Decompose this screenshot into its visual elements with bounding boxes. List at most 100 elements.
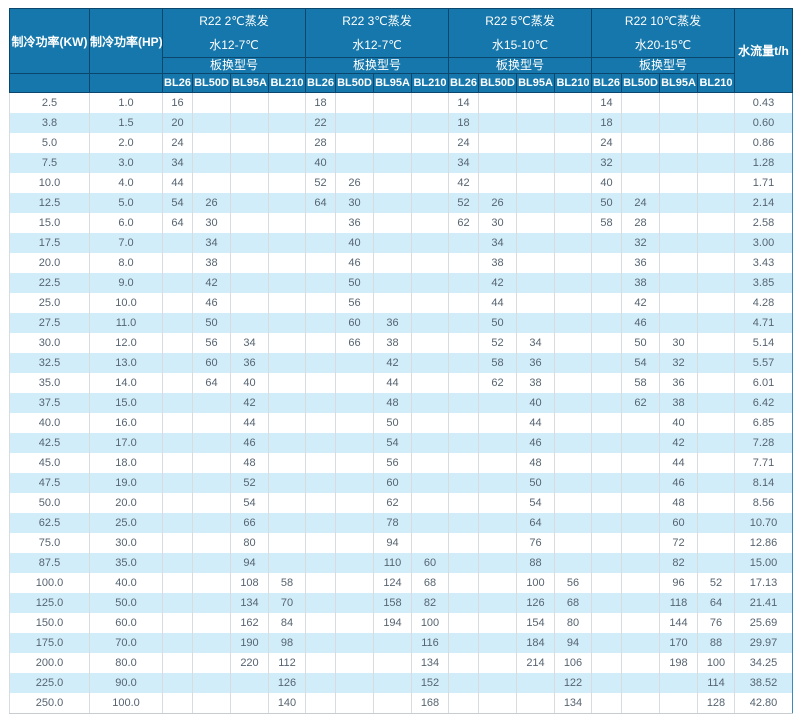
- cell-power-hp: 10.0: [89, 293, 163, 313]
- cell-model-value: 40: [335, 233, 374, 253]
- table-row: 175.0 70.0 190 98 116 184 94 170 88 29.97: [9, 633, 793, 653]
- header-g1-bl95a: BL95A: [230, 73, 269, 93]
- cell-model-value: [591, 633, 622, 653]
- cell-model-value: [268, 253, 306, 273]
- cell-model-value: [516, 133, 555, 153]
- cell-model-value: [621, 173, 660, 193]
- cell-model-value: 154: [516, 613, 555, 633]
- cell-model-value: [554, 433, 592, 453]
- group-2-line-1: R22 3℃蒸发: [342, 14, 412, 28]
- cell-model-value: [478, 173, 517, 193]
- cell-model-value: [591, 473, 622, 493]
- cell-model-value: [162, 593, 193, 613]
- cell-model-value: [268, 213, 306, 233]
- cell-power-kw: 40.0: [9, 413, 90, 433]
- cell-model-value: [305, 433, 336, 453]
- cell-model-value: 36: [621, 253, 660, 273]
- cell-power-kw: 32.5: [9, 353, 90, 373]
- cell-model-value: 56: [335, 293, 374, 313]
- cell-power-hp: 50.0: [89, 593, 163, 613]
- cell-model-value: [554, 493, 592, 513]
- cell-model-value: [697, 453, 735, 473]
- cell-model-value: [448, 653, 479, 673]
- cell-model-value: 28: [305, 133, 336, 153]
- cell-model-value: 80: [554, 613, 592, 633]
- cell-model-value: [230, 213, 269, 233]
- cell-model-value: 38: [621, 273, 660, 293]
- cell-model-value: [305, 513, 336, 533]
- cell-model-value: 46: [516, 433, 555, 453]
- header-group-1-title: R22 2℃蒸发 水12-7℃: [162, 8, 306, 58]
- table-body: 2.5 1.0 16 18 14 14 0.43 3.8 1.5 20 22 18 18 0.60 5.0 2…: [9, 92, 793, 714]
- cell-model-value: [268, 233, 306, 253]
- cell-model-value: [305, 213, 336, 233]
- cell-model-value: [373, 233, 412, 253]
- table-row: 75.0 30.0 80 94 76 72 12.86: [9, 533, 793, 553]
- cell-model-value: 44: [659, 453, 698, 473]
- cell-model-value: 94: [230, 553, 269, 573]
- cell-model-value: [411, 293, 449, 313]
- cell-model-value: [448, 393, 479, 413]
- cell-model-value: [659, 113, 698, 133]
- cell-flow: 25.69: [734, 613, 793, 633]
- cell-model-value: 34: [230, 333, 269, 353]
- cell-power-kw: 175.0: [9, 633, 90, 653]
- cell-model-value: 14: [591, 92, 622, 113]
- cell-model-value: 140: [268, 693, 306, 714]
- cell-power-hp: 8.0: [89, 253, 163, 273]
- cell-model-value: [448, 233, 479, 253]
- cell-model-value: [448, 573, 479, 593]
- cell-model-value: [268, 293, 306, 313]
- cell-model-value: [554, 533, 592, 553]
- cell-model-value: 48: [373, 393, 412, 413]
- cell-model-value: [162, 333, 193, 353]
- cell-model-value: [697, 553, 735, 573]
- cell-model-value: [697, 293, 735, 313]
- cell-model-value: 88: [516, 553, 555, 573]
- spec-table: 制冷功率(KW) 制冷功率(HP) R22 2℃蒸发 水12-7℃ R22 3℃…: [9, 8, 793, 714]
- cell-model-value: [591, 553, 622, 573]
- cell-model-value: [192, 533, 231, 553]
- cell-model-value: 144: [659, 613, 698, 633]
- cell-model-value: 30: [192, 213, 231, 233]
- table-row: 40.0 16.0 44 50 44 40 6.85: [9, 413, 793, 433]
- cell-model-value: 82: [411, 593, 449, 613]
- cell-power-hp: 17.0: [89, 433, 163, 453]
- cell-model-value: [335, 413, 374, 433]
- cell-model-value: 36: [335, 213, 374, 233]
- cell-model-value: [268, 533, 306, 553]
- cell-model-value: 42: [621, 293, 660, 313]
- cell-power-hp: 4.0: [89, 173, 163, 193]
- cell-model-value: [335, 493, 374, 513]
- header-model-label-3: 板换型号: [448, 57, 592, 74]
- cell-model-value: 52: [230, 473, 269, 493]
- cell-model-value: [335, 613, 374, 633]
- table-row: 42.5 17.0 46 54 46 42 7.28: [9, 433, 793, 453]
- cell-model-value: 48: [230, 453, 269, 473]
- cell-model-value: 58: [478, 353, 517, 373]
- cell-model-value: [448, 673, 479, 693]
- cell-model-value: [411, 533, 449, 553]
- cell-model-value: 42: [448, 173, 479, 193]
- cell-model-value: 60: [411, 553, 449, 573]
- table-row: 87.5 35.0 94 110 60 88 82 15.00: [9, 553, 793, 573]
- cell-model-value: [192, 413, 231, 433]
- cell-model-value: [162, 473, 193, 493]
- cell-model-value: 32: [659, 353, 698, 373]
- cell-model-value: [192, 453, 231, 473]
- cell-model-value: [448, 273, 479, 293]
- cell-power-hp: 7.0: [89, 233, 163, 253]
- cell-model-value: 64: [516, 513, 555, 533]
- cell-model-value: [659, 213, 698, 233]
- cell-model-value: [448, 553, 479, 573]
- table-row: 27.5 11.0 50 60 36 50 46 4.71: [9, 313, 793, 333]
- cell-model-value: [516, 313, 555, 333]
- cell-model-value: [305, 573, 336, 593]
- cell-model-value: [591, 653, 622, 673]
- cell-model-value: [305, 553, 336, 573]
- table-row: 25.0 10.0 46 56 44 42 4.28: [9, 293, 793, 313]
- cell-power-kw: 35.0: [9, 373, 90, 393]
- cell-model-value: [411, 393, 449, 413]
- cell-model-value: 36: [373, 313, 412, 333]
- cell-model-value: [335, 433, 374, 453]
